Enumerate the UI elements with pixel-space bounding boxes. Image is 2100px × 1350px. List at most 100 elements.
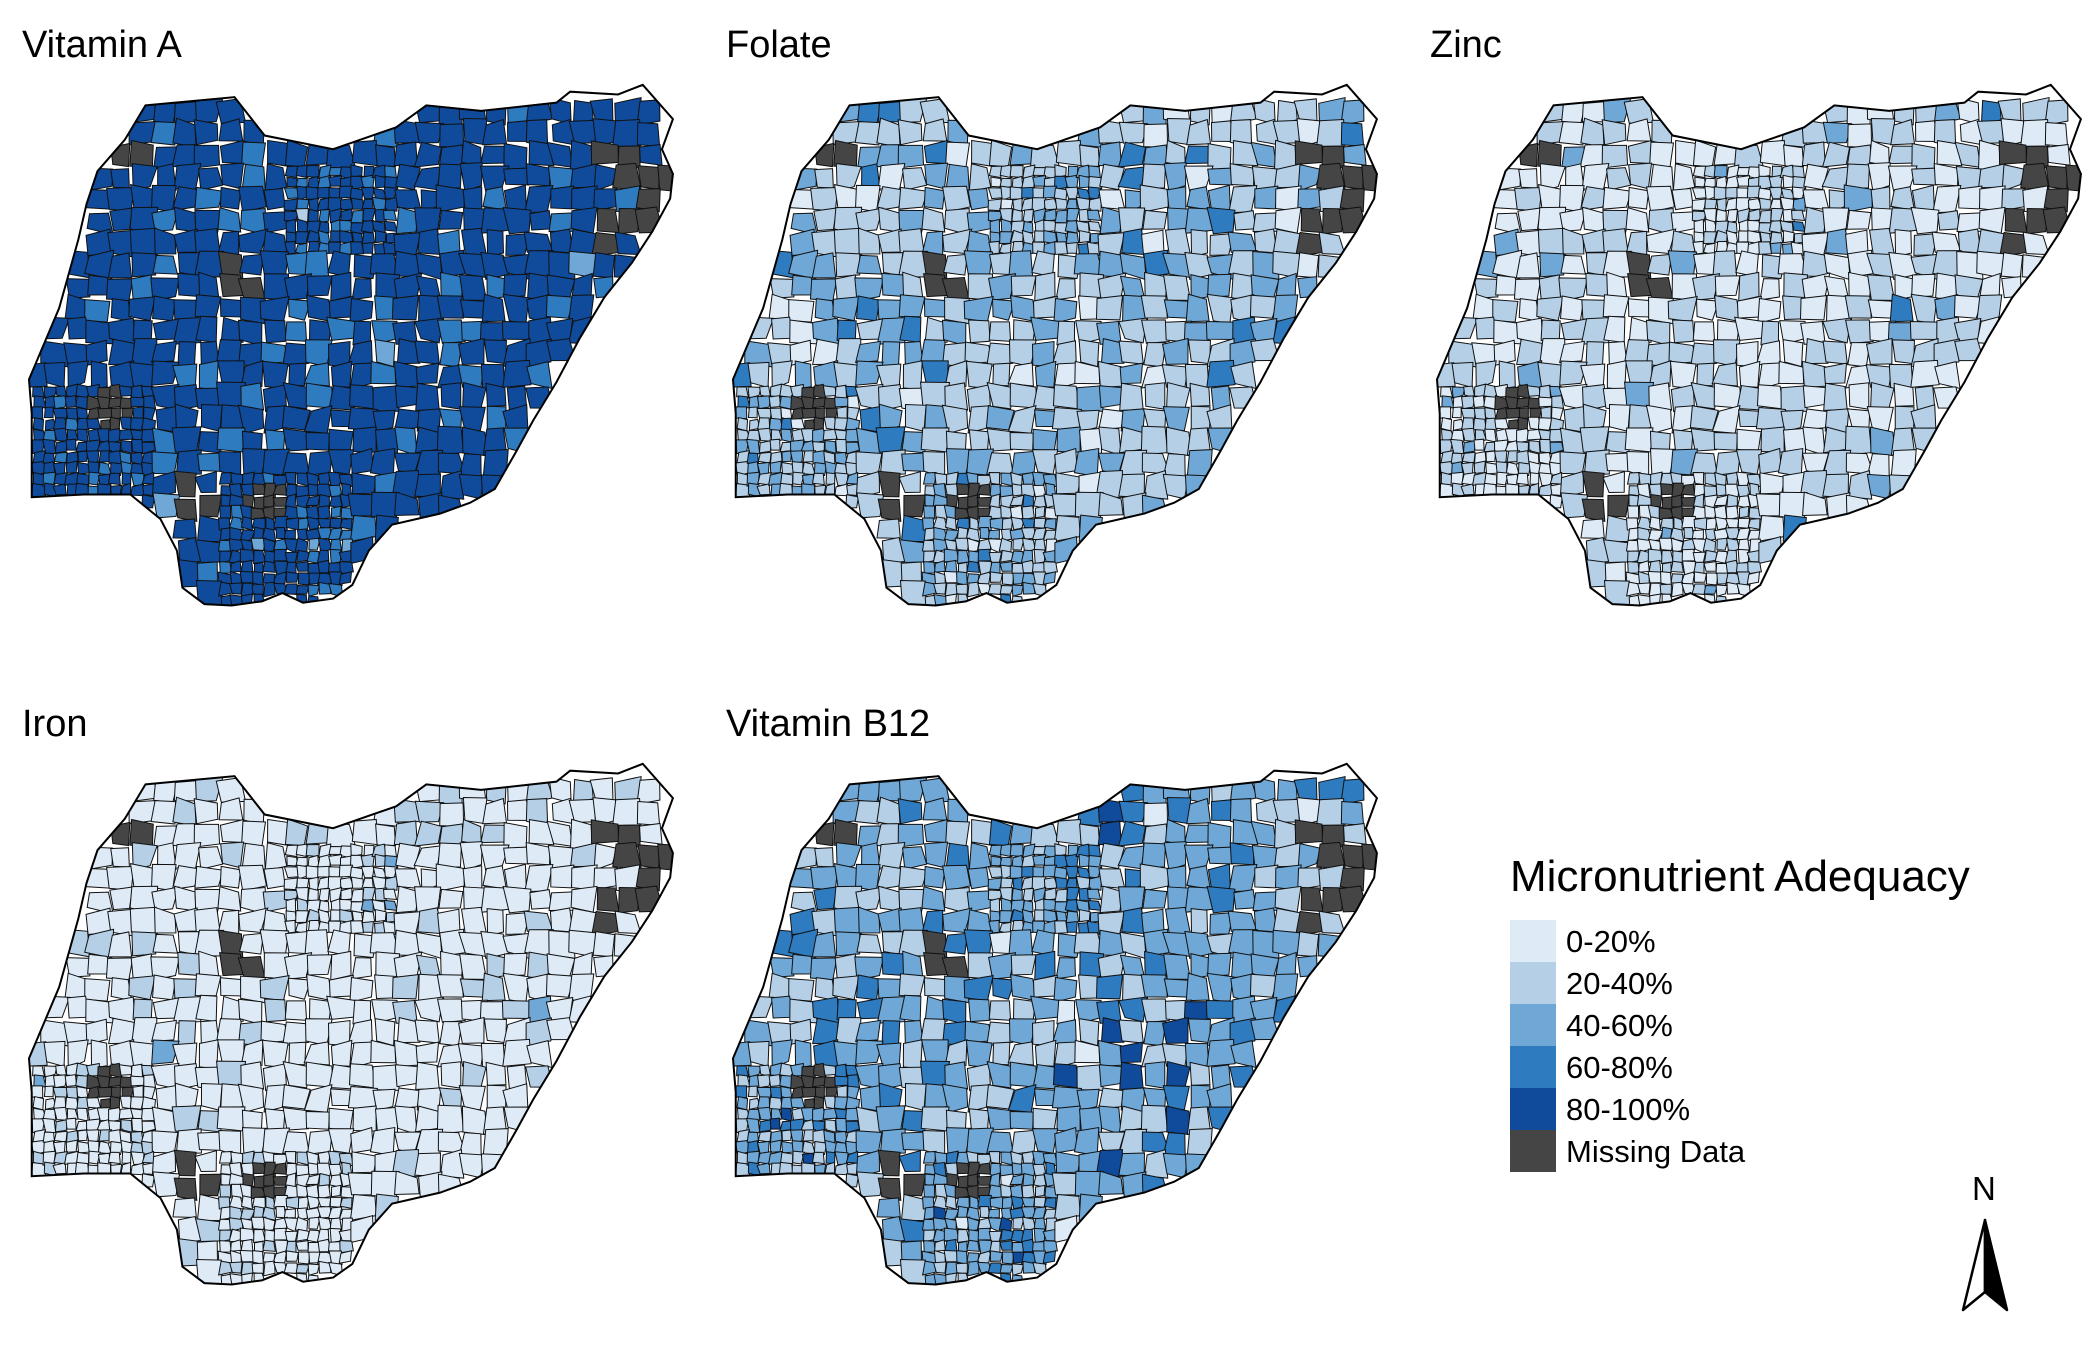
district-region	[1515, 472, 1529, 486]
district-region	[1143, 470, 1169, 500]
district-region	[967, 581, 980, 598]
district-region	[264, 842, 288, 872]
district-region	[1055, 139, 1082, 167]
legend-label: Missing Data	[1566, 1134, 1746, 1169]
district-region	[219, 561, 232, 574]
district-region	[152, 254, 179, 275]
district-region	[152, 295, 177, 322]
district-region	[1910, 206, 1940, 235]
district-region	[832, 296, 860, 322]
legend-swatch	[1510, 962, 1556, 1004]
district-region	[614, 775, 642, 803]
district-region	[943, 548, 960, 563]
district-region	[1461, 451, 1476, 464]
district-region	[1911, 273, 1936, 298]
district-region	[53, 451, 68, 464]
district-region	[1022, 1260, 1036, 1274]
district-region	[758, 439, 773, 454]
district-region	[351, 957, 372, 980]
district-region	[284, 321, 308, 342]
district-region	[253, 1240, 264, 1254]
district-region	[1100, 1017, 1125, 1044]
district-region	[360, 899, 374, 913]
district-region	[1163, 953, 1192, 980]
district-region	[1007, 1041, 1034, 1066]
district-region	[239, 1227, 256, 1242]
district-region	[855, 1149, 881, 1178]
district-region	[857, 906, 881, 934]
district-region	[1757, 297, 1782, 324]
district-region	[992, 362, 1011, 387]
district-region	[1254, 864, 1279, 889]
district-region	[525, 386, 554, 409]
district-region	[318, 208, 331, 224]
district-region	[1866, 473, 1894, 500]
district-region	[1802, 491, 1828, 517]
district-region	[272, 496, 288, 507]
district-region	[881, 1020, 901, 1046]
district-region	[1122, 294, 1149, 323]
district-region	[1537, 227, 1566, 256]
district-region	[1140, 974, 1168, 998]
district-region	[288, 362, 307, 387]
district-region	[1052, 384, 1081, 410]
district-region	[1001, 517, 1014, 531]
district-region	[396, 338, 421, 365]
district-region	[1782, 229, 1795, 244]
district-region	[1680, 496, 1696, 507]
district-region	[811, 931, 837, 958]
district-region	[812, 338, 839, 366]
district-region	[65, 957, 92, 978]
district-region	[240, 516, 253, 531]
district-region	[987, 187, 1004, 200]
district-region	[486, 229, 505, 258]
district-region	[1073, 447, 1100, 478]
district-region	[316, 517, 332, 529]
district-region	[1759, 139, 1786, 167]
district-region	[128, 975, 156, 1001]
district-region	[812, 1017, 839, 1045]
district-region	[524, 185, 554, 214]
district-region	[263, 273, 290, 301]
district-region	[1726, 581, 1740, 595]
district-region	[1055, 278, 1076, 301]
district-region	[110, 142, 131, 168]
district-region	[877, 470, 901, 498]
district-region	[1627, 561, 1640, 574]
district-region	[986, 342, 1016, 368]
district-region	[1747, 561, 1762, 575]
district-region	[150, 277, 180, 302]
district-region	[1822, 317, 1852, 344]
district-region	[833, 227, 862, 256]
district-region	[756, 483, 771, 496]
district-region	[130, 396, 145, 408]
district-region	[394, 426, 418, 457]
district-region	[239, 548, 256, 563]
district-region	[1073, 1126, 1100, 1157]
district-region	[919, 777, 951, 803]
district-layer	[733, 95, 1377, 606]
map-panel-iron: Iron	[22, 687, 712, 1327]
legend-label: 20-40%	[1566, 966, 1673, 1001]
district-region	[150, 956, 180, 981]
district-region	[1012, 1216, 1025, 1230]
district-region	[1034, 230, 1046, 243]
district-region	[1022, 581, 1036, 595]
district-region	[903, 494, 927, 518]
district-region	[1020, 1162, 1037, 1177]
district-region	[384, 196, 399, 212]
district-region	[502, 885, 532, 914]
district-region	[253, 561, 264, 575]
district-region	[969, 1195, 980, 1211]
district-region	[861, 163, 881, 193]
district-region	[262, 1239, 276, 1252]
district-region	[284, 165, 299, 179]
district-region	[369, 1126, 396, 1157]
district-region	[877, 498, 902, 523]
district-region	[1518, 407, 1529, 419]
legend-label: 60-80%	[1566, 1050, 1673, 1085]
district-region	[1670, 384, 1695, 413]
district-region	[1671, 581, 1684, 598]
district-region	[485, 382, 507, 407]
district-region	[105, 278, 134, 302]
